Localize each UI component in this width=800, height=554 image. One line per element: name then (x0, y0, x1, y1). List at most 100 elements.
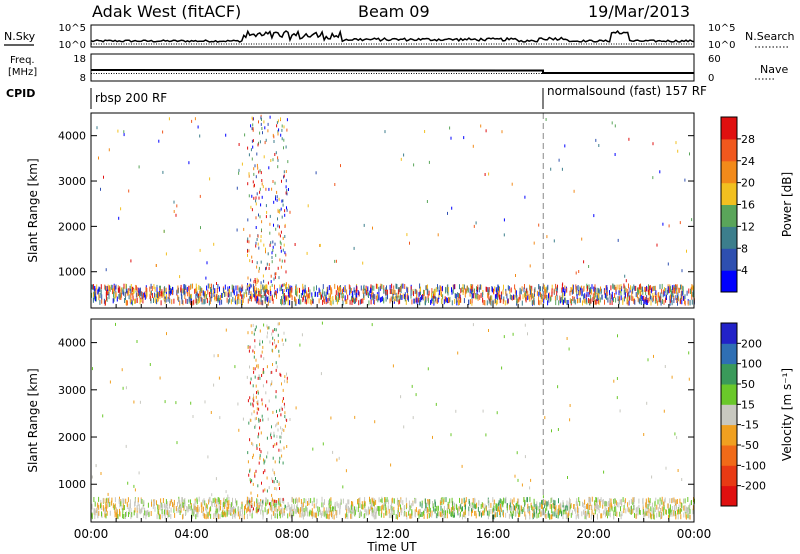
velocity-cell (619, 511, 621, 517)
power-cell (263, 287, 265, 293)
power-cell (247, 298, 249, 304)
power-cell (546, 286, 548, 292)
power-cell (269, 214, 271, 218)
velocity-cell (351, 513, 353, 519)
velocity-cell (460, 511, 461, 517)
power-cell (665, 288, 667, 293)
velocity-colorbar-label: -15 (741, 419, 759, 432)
power-cell (344, 286, 346, 292)
velocity-cell (554, 506, 556, 512)
power-cell (256, 281, 258, 284)
freq-tick-top: 18 (73, 54, 86, 65)
power-cell (258, 120, 259, 124)
power-cell (241, 294, 243, 300)
velocity-cell (410, 503, 412, 509)
velocity-cell (647, 358, 649, 362)
power-cell (92, 297, 94, 303)
velocity-cell (609, 498, 611, 504)
velocity-cell (304, 510, 306, 516)
velocity-cell (452, 511, 454, 517)
power-cell (260, 281, 262, 285)
velocity-cell (97, 513, 99, 519)
velocity-cell (685, 513, 687, 519)
power-cell (308, 294, 310, 300)
power-cell (263, 155, 265, 159)
velocity-cell (497, 502, 499, 508)
velocity-cell (384, 501, 386, 506)
velocity-cell (271, 508, 273, 511)
velocity-cell (100, 472, 102, 475)
power-cell (325, 296, 327, 302)
velocity-cell (550, 514, 552, 520)
velocity-cell (268, 508, 269, 514)
velocity-cell (300, 499, 302, 504)
power-cell (639, 296, 641, 301)
velocity-cell (223, 502, 225, 507)
velocity-cell (362, 504, 364, 510)
velocity-cell (560, 502, 562, 508)
velocity-cell (381, 508, 383, 514)
power-cell (551, 291, 553, 297)
velocity-cell (677, 514, 679, 520)
power-cell (533, 241, 535, 245)
velocity-cell (359, 502, 361, 508)
velocity-cell (594, 509, 596, 515)
power-cell (182, 288, 184, 294)
velocity-cell (620, 506, 621, 512)
velocity-cell (429, 507, 431, 513)
velocity-cell (103, 498, 105, 504)
power-cell (276, 288, 278, 294)
velocity-cell (643, 509, 645, 515)
power-cell (222, 293, 223, 298)
power-cell (561, 287, 563, 293)
power-cell (266, 296, 268, 302)
velocity-cell (613, 506, 615, 512)
power-cell (362, 288, 364, 294)
velocity-cell (637, 506, 639, 512)
power-cell (428, 297, 429, 303)
velocity-cell (652, 513, 654, 519)
velocity-cell (252, 402, 254, 406)
velocity-cell (656, 504, 658, 510)
power-cell (214, 296, 216, 302)
power-cell (98, 286, 100, 292)
power-cell (248, 240, 250, 244)
velocity-cell (440, 498, 442, 502)
velocity-cell (276, 365, 278, 369)
power-cell (378, 291, 380, 297)
power-cell (103, 298, 105, 304)
velocity-cell (259, 426, 261, 430)
velocity-cell (461, 506, 462, 512)
power-cell (253, 196, 255, 200)
power-cell (384, 130, 386, 134)
power-cell (187, 291, 189, 297)
power-cell (248, 249, 250, 253)
velocity-cell (237, 402, 239, 406)
velocity-cell (566, 514, 568, 520)
power-cell (205, 291, 206, 297)
x-tick-label: 08:00 (275, 527, 310, 541)
power-cell (279, 209, 281, 213)
power-cell (426, 200, 428, 203)
power-cell (594, 294, 596, 300)
noise-trace (90, 29, 695, 45)
velocity-cell (122, 498, 124, 504)
power-cell (332, 296, 334, 301)
power-cell (469, 288, 471, 294)
velocity-cell (588, 512, 590, 518)
power-cell (531, 299, 533, 305)
velocity-cell (327, 513, 329, 519)
power-cell (658, 297, 660, 303)
power-cell (459, 284, 460, 290)
velocity-cell (642, 501, 644, 507)
power-cell (216, 296, 218, 302)
velocity-cell (140, 498, 142, 504)
velocity-cell (390, 463, 392, 467)
power-cell (330, 294, 331, 300)
velocity-cell (573, 504, 575, 510)
power-cell (159, 294, 161, 300)
power-cell (381, 284, 383, 290)
power-cell (417, 297, 419, 303)
power-cell (575, 284, 577, 290)
velocity-cell (303, 498, 305, 504)
